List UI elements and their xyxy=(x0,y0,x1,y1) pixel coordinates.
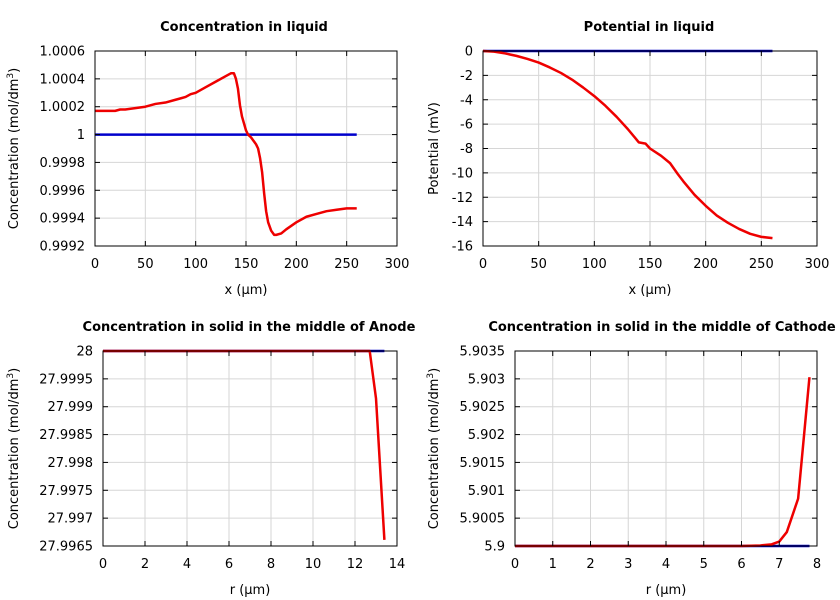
y-axis-label: Concentration (mol/dm3) xyxy=(6,68,22,230)
y-tick-label: 0.9996 xyxy=(40,184,86,199)
x-tick-label: 50 xyxy=(137,257,154,272)
series-line-2 xyxy=(95,72,357,237)
y-tick-label: -12 xyxy=(452,191,473,206)
x-tick-label: 150 xyxy=(234,257,259,272)
x-tick-label: 6 xyxy=(225,557,233,572)
y-tick-label: 27.999 xyxy=(48,400,94,415)
series-line-2 xyxy=(482,49,773,240)
y-tick-label: -14 xyxy=(452,215,473,230)
y-tick-label: 27.9995 xyxy=(39,372,93,387)
x-tick-label: 10 xyxy=(305,557,322,572)
y-tick-label: 27.997 xyxy=(48,512,94,527)
y-tick-label: 28 xyxy=(76,345,93,360)
y-tick-label: 5.9025 xyxy=(460,400,506,415)
y-tick-label: -16 xyxy=(452,240,473,255)
y-tick-label: 1 xyxy=(77,128,85,143)
y-tick-label: 5.9035 xyxy=(460,345,506,360)
x-tick-label: 50 xyxy=(530,257,547,272)
y-tick-label: 27.9975 xyxy=(39,484,93,499)
x-tick-label: 0 xyxy=(511,557,519,572)
y-axis-label: Potential (mV) xyxy=(427,102,442,195)
y-tick-label: 1.0006 xyxy=(40,45,86,60)
x-axis-label: r (µm) xyxy=(646,583,687,598)
x-tick-label: 300 xyxy=(805,257,830,272)
chart-title: Concentration in solid in the middle of … xyxy=(488,320,836,335)
x-tick-label: 2 xyxy=(141,557,149,572)
x-tick-label: 7 xyxy=(775,557,783,572)
y-tick-label: -6 xyxy=(460,118,473,133)
y-tick-label: 1.0004 xyxy=(40,72,86,87)
x-tick-label: 200 xyxy=(284,257,309,272)
x-tick-label: 100 xyxy=(582,257,607,272)
y-tick-label: 0.9992 xyxy=(40,240,86,255)
y-tick-label: 5.903 xyxy=(468,372,505,387)
y-axis-label: Concentration (mol/dm3) xyxy=(426,368,442,530)
subplot-4: 0 1 2 3 4 5 6 7 8 5.9 5.9005 5.901 5.9015 5.902 5.9025… xyxy=(426,320,836,598)
y-tick-label: 5.902 xyxy=(468,428,505,443)
x-tick-label: 0 xyxy=(99,557,107,572)
subplot-3: 0 2 4 6 8 10 12 14 27.9965 27.997 27.9975 27.998 27.… xyxy=(6,320,416,598)
y-tick-label: 0 xyxy=(465,45,473,60)
y-tick-label: -10 xyxy=(452,166,473,181)
series-line-2 xyxy=(515,377,811,548)
x-axis-label: x (µm) xyxy=(225,283,268,298)
y-tick-label: 0.9994 xyxy=(40,212,86,227)
x-tick-label: 14 xyxy=(389,557,406,572)
x-tick-label: 150 xyxy=(638,257,663,272)
subplot-2: 0 50 100 150 200 250 300 -16 -14 -12 -10 -8 -6 -4 -2 0 P… xyxy=(427,20,829,298)
y-axis-label: Concentration (mol/dm3) xyxy=(6,368,22,530)
x-tick-label: 6 xyxy=(737,557,745,572)
subplot-1: 0 50 100 150 200 250 300 0.9992 0.9994 0.9996 0.99… xyxy=(6,20,409,298)
y-tick-label: -4 xyxy=(460,93,473,108)
y-tick-label: 1.0002 xyxy=(40,100,86,115)
y-tick-label: 5.9015 xyxy=(460,456,506,471)
x-tick-label: 4 xyxy=(183,557,191,572)
x-tick-label: 100 xyxy=(183,257,208,272)
plot-frame xyxy=(102,350,398,547)
x-tick-label: 250 xyxy=(334,257,359,272)
chart-title: Concentration in solid in the middle of … xyxy=(83,320,416,335)
y-tick-label: 0.9998 xyxy=(40,156,86,171)
x-tick-label: 8 xyxy=(813,557,821,572)
y-tick-label: 27.9965 xyxy=(39,540,93,555)
chart-title: Potential in liquid xyxy=(584,20,715,35)
y-tick-label: 27.998 xyxy=(48,456,94,471)
x-tick-label: 2 xyxy=(586,557,594,572)
x-tick-label: 3 xyxy=(624,557,632,572)
x-tick-label: 250 xyxy=(749,257,774,272)
x-axis-label: r (µm) xyxy=(230,583,271,598)
x-tick-label: 0 xyxy=(479,257,487,272)
chart-title: Concentration in liquid xyxy=(160,20,328,35)
x-tick-label: 300 xyxy=(385,257,410,272)
x-tick-label: 1 xyxy=(549,557,557,572)
x-tick-label: 4 xyxy=(662,557,670,572)
y-tick-label: -8 xyxy=(460,142,473,157)
x-axis-label: x (µm) xyxy=(629,283,672,298)
y-tick-label: 5.9 xyxy=(484,540,505,555)
y-tick-label: 5.9005 xyxy=(460,512,506,527)
y-tick-label: 5.901 xyxy=(468,484,505,499)
x-tick-label: 8 xyxy=(267,557,275,572)
x-tick-label: 5 xyxy=(700,557,708,572)
x-tick-label: 0 xyxy=(91,257,99,272)
x-tick-label: 200 xyxy=(693,257,718,272)
x-tick-label: 12 xyxy=(347,557,364,572)
y-tick-label: -2 xyxy=(460,69,473,84)
y-tick-label: 27.9985 xyxy=(39,428,93,443)
